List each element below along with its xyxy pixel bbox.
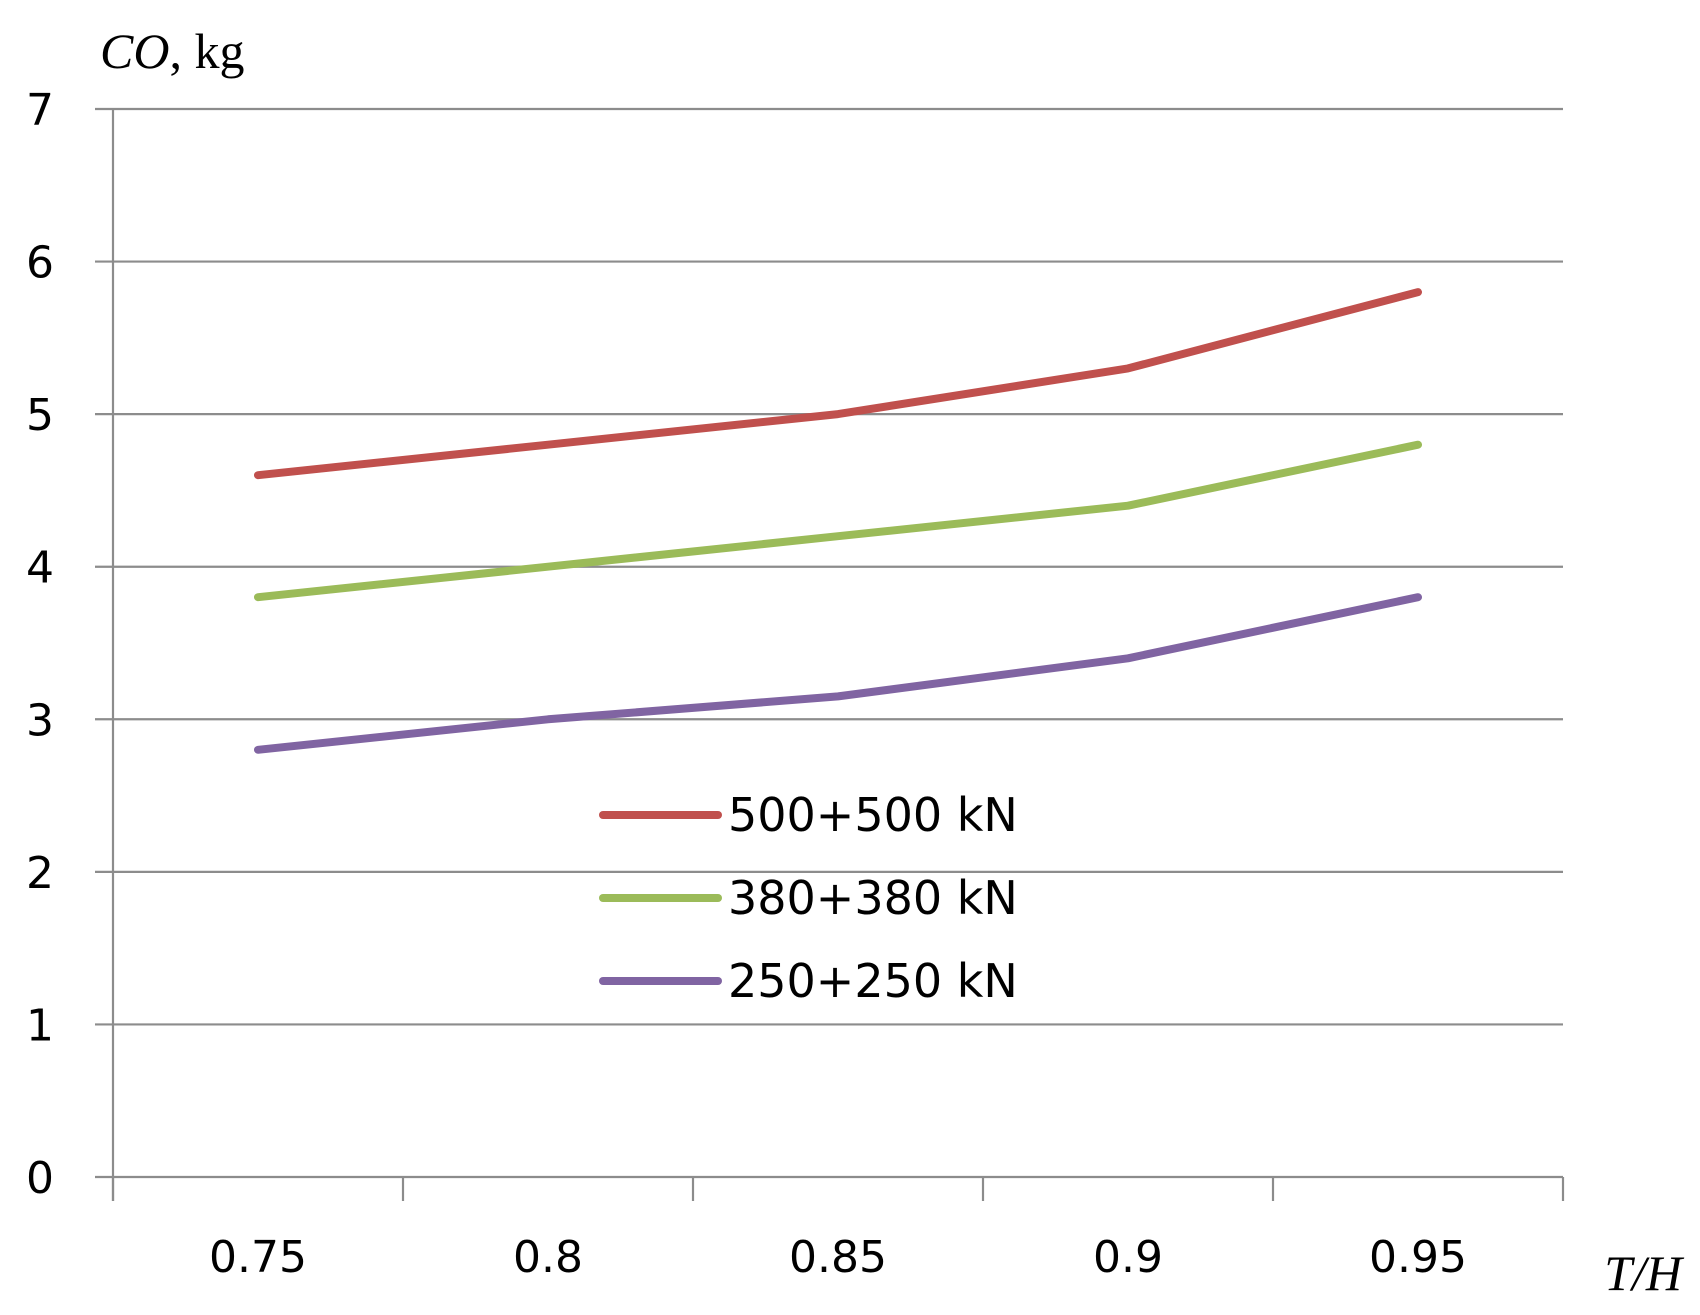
y-tick-label: 4 bbox=[26, 543, 54, 594]
legend-label-1: 500+500 kN bbox=[728, 788, 1018, 842]
y-tick-label: 6 bbox=[26, 238, 54, 289]
y-axis-title-var: CO bbox=[100, 23, 169, 79]
y-tick-label: 0 bbox=[26, 1153, 54, 1204]
x-axis-title: T/H bbox=[1604, 1245, 1685, 1301]
series-line-2 bbox=[254, 440, 1422, 602]
legend: 500+500 kN 380+380 kN 250+250 kN bbox=[599, 788, 1018, 1008]
axes: 0 1 2 3 4 5 6 7 0.75 0.8 0.85 0.9 0.95 bbox=[26, 85, 1565, 1283]
y-tick-label: 2 bbox=[26, 848, 54, 899]
y-tick-label: 1 bbox=[26, 1000, 54, 1051]
series-line-3 bbox=[254, 593, 1422, 754]
y-tick-label: 7 bbox=[26, 85, 54, 136]
series-lines bbox=[254, 288, 1422, 754]
legend-label-2: 380+380 kN bbox=[728, 871, 1018, 925]
y-axis-title-unit: , kg bbox=[169, 23, 244, 79]
y-tick-label: 3 bbox=[26, 695, 54, 746]
x-tick-label: 0.95 bbox=[1369, 1232, 1467, 1283]
y-axis-title: CO, kg bbox=[100, 23, 244, 79]
x-tick-label: 0.9 bbox=[1093, 1232, 1163, 1283]
x-tick-label: 0.85 bbox=[789, 1232, 887, 1283]
x-tick-label: 0.8 bbox=[513, 1232, 583, 1283]
series-line-1 bbox=[254, 288, 1422, 480]
legend-label-3: 250+250 kN bbox=[728, 954, 1018, 1008]
y-tick-label: 5 bbox=[26, 390, 54, 441]
x-tick-label: 0.75 bbox=[209, 1232, 307, 1283]
